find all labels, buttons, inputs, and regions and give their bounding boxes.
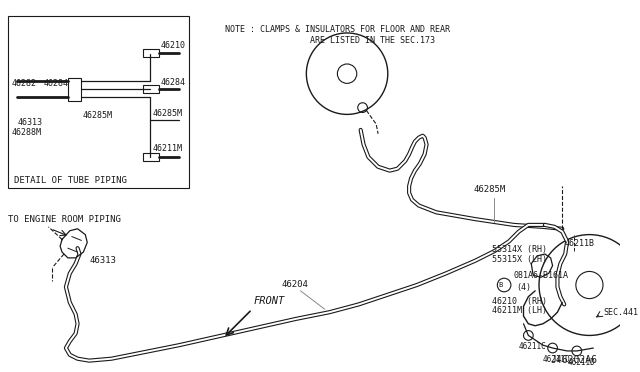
- Text: 55314X (RH): 55314X (RH): [493, 245, 547, 254]
- Bar: [143, 153, 159, 161]
- Bar: [8, 16, 189, 188]
- Bar: [143, 49, 159, 57]
- Bar: [68, 77, 81, 101]
- Text: 46285M: 46285M: [152, 109, 182, 118]
- Text: FRONT: FRONT: [254, 296, 285, 307]
- Text: SEC.441: SEC.441: [603, 308, 638, 317]
- Text: 46282: 46282: [12, 79, 36, 88]
- Text: 46313: 46313: [17, 118, 42, 127]
- Text: 46211D: 46211D: [567, 358, 595, 367]
- Bar: [143, 85, 159, 93]
- Text: 46285M: 46285M: [83, 110, 113, 119]
- Text: 46313: 46313: [89, 256, 116, 265]
- Text: DETAIL OF TUBE PIPING: DETAIL OF TUBE PIPING: [13, 176, 127, 185]
- Text: TO ENGINE ROOM PIPING: TO ENGINE ROOM PIPING: [8, 215, 120, 224]
- Text: 46210  (RH): 46210 (RH): [493, 296, 547, 306]
- Text: 46210: 46210: [161, 41, 186, 51]
- Text: 081A6-B161A: 081A6-B161A: [514, 271, 569, 280]
- Text: (4): (4): [516, 283, 532, 292]
- Text: NOTE : CLAMPS & INSULATORS FOR FLOOR AND REAR: NOTE : CLAMPS & INSULATORS FOR FLOOR AND…: [225, 25, 450, 34]
- Text: 46211M (LH): 46211M (LH): [493, 307, 547, 315]
- Text: 46288M: 46288M: [12, 128, 42, 137]
- Text: 46211C: 46211C: [518, 342, 547, 351]
- Text: 46204: 46204: [281, 280, 308, 289]
- Text: ARE LISTED IN THE SEC.173: ARE LISTED IN THE SEC.173: [240, 36, 435, 45]
- Text: 46211M: 46211M: [152, 144, 182, 153]
- Text: 46211D: 46211D: [543, 355, 571, 364]
- Text: 46284: 46284: [44, 79, 68, 88]
- Text: B: B: [498, 282, 502, 288]
- Text: 46285M: 46285M: [473, 185, 506, 194]
- Text: 46211B: 46211B: [564, 239, 594, 248]
- Text: 46284: 46284: [161, 78, 186, 87]
- Text: 55315X (LH): 55315X (LH): [493, 255, 547, 264]
- Text: J46202A6: J46202A6: [550, 355, 598, 365]
